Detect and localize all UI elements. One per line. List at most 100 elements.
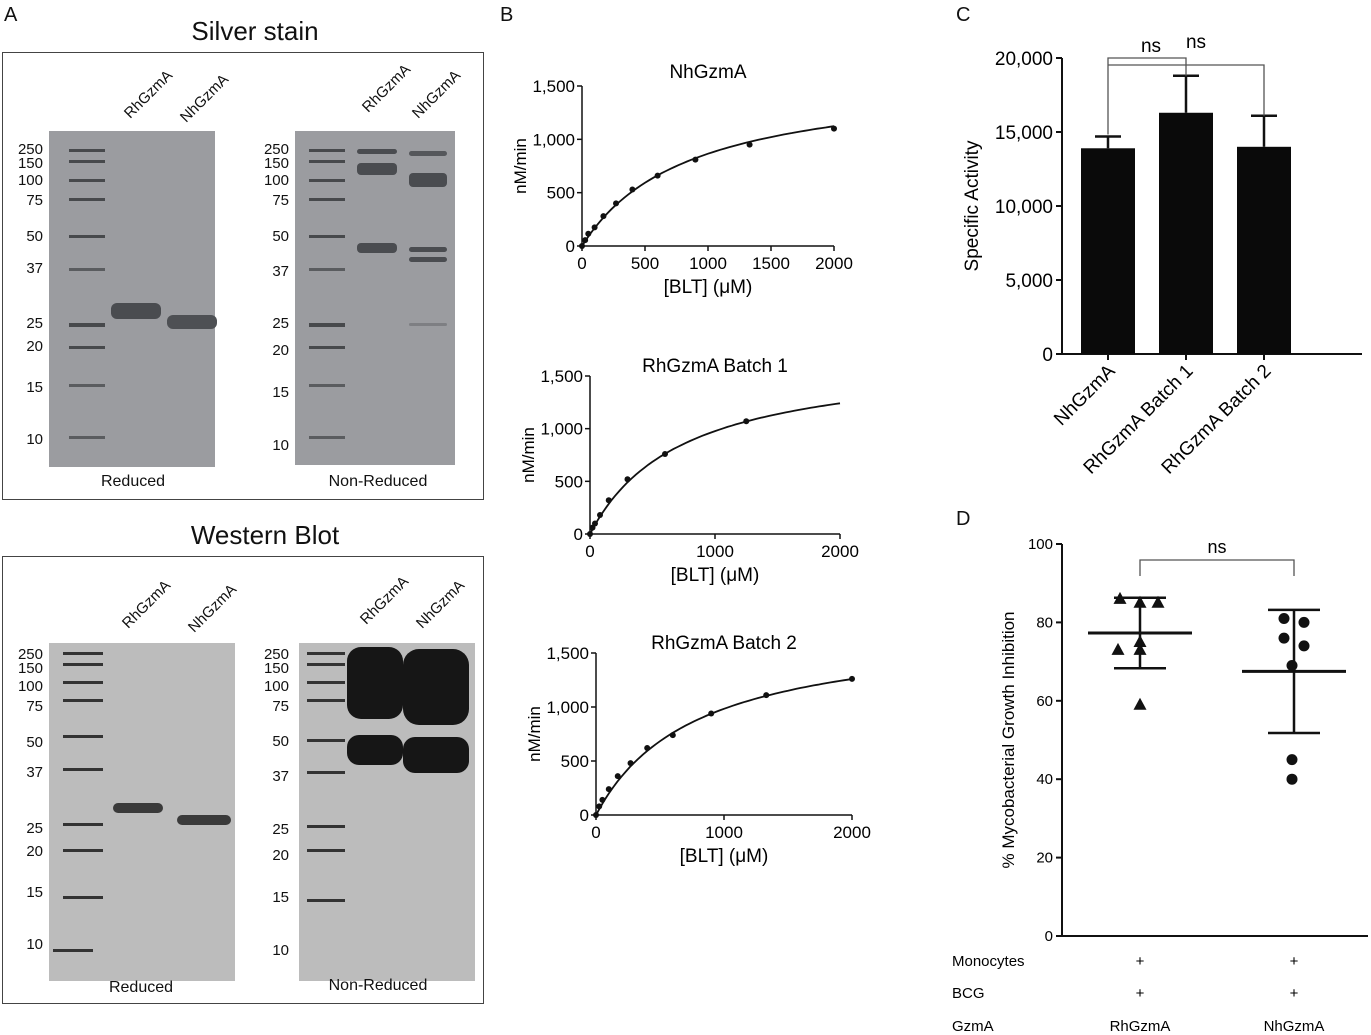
mw-label: 37 (26, 764, 43, 781)
mw-label: 25 (26, 315, 43, 332)
data-point (763, 692, 770, 699)
western-reduced-blot (49, 643, 235, 981)
x-tick-label: 0 (591, 823, 600, 842)
data-point (849, 675, 855, 682)
row-value: + (1290, 985, 1299, 1002)
x-axis-label: [BLT] (μM) (671, 565, 760, 586)
x-tick-label: 2000 (815, 254, 853, 273)
data-point (1286, 754, 1298, 766)
mw-label: 100 (17, 678, 43, 695)
data-point (597, 512, 603, 519)
y-axis-label: nM/min (511, 138, 530, 194)
mw-label: 75 (272, 698, 289, 715)
bar (1237, 146, 1291, 354)
x-tick-label: 1500 (752, 254, 790, 273)
fit-curve (581, 125, 835, 247)
data-point (592, 520, 598, 527)
silver-stain-box: 250 150 100 75 50 37 25 20 15 10 250 150… (2, 52, 484, 500)
mw-label: 100 (263, 678, 289, 695)
y-axis-label: % Mycobacterial Growth Inhibition (999, 611, 1018, 868)
lane-label-nhgzma: NhGzmA (408, 66, 465, 122)
data-point (692, 156, 699, 163)
y-tick-label: 500 (555, 472, 583, 491)
y-tick-label: 500 (561, 752, 589, 771)
mw-label: 100 (263, 172, 289, 189)
y-tick-label: 0 (1045, 928, 1053, 945)
mw-label: 10 (272, 942, 289, 959)
data-point (614, 773, 621, 780)
y-tick-label: 0 (574, 525, 583, 544)
row-value: + (1290, 953, 1299, 970)
mw-label: 150 (263, 660, 289, 677)
mw-label: 37 (26, 260, 43, 277)
kinetics-chart-nhgzma: NhGzmA 0 500 1,000 1,500 0 500 1000 1500 2000 [BLT… (511, 62, 853, 298)
data-point (743, 418, 750, 425)
mw-label: 25 (26, 820, 43, 837)
data-point (605, 786, 612, 793)
lane-label-rhgzma: RhGzmA (118, 576, 175, 632)
data-point (596, 803, 603, 810)
sig-bracket (1108, 64, 1265, 116)
data-point (669, 732, 676, 739)
chart-title: NhGzmA (669, 62, 746, 83)
y-tick-label: 100 (1028, 536, 1053, 553)
y-tick-label: 1,500 (532, 77, 575, 96)
data-point (587, 531, 593, 537)
sig-label: ns (1207, 537, 1226, 557)
mw-label: 100 (17, 172, 43, 189)
lane-label-rhgzma: RhGzmA (356, 572, 413, 628)
mw-label: 250 (17, 646, 43, 663)
mw-label: 25 (272, 821, 289, 838)
mw-label: 10 (26, 431, 43, 448)
y-tick-label: 500 (547, 184, 575, 203)
nonreduced-label: Non-Reduced (328, 473, 428, 490)
data-point (644, 745, 651, 752)
reduced-label: Reduced (100, 473, 166, 490)
kinetics-chart-rhgzma-batch1: RhGzmA Batch 1 0 500 1,000 1,500 0 1000 2000 [BL… (519, 356, 859, 586)
y-tick-label: 15,000 (995, 123, 1053, 144)
data-point (746, 141, 753, 148)
mw-label: 75 (26, 192, 43, 209)
growth-inhibition-chart: 0 20 40 60 80 100 % Mycobacterial Growth Inhib… (952, 536, 1368, 1035)
data-point (624, 476, 631, 483)
x-tick-label: 0 (585, 542, 594, 561)
lane-label-nhgzma: NhGzmA (176, 70, 233, 126)
bar (1081, 148, 1135, 354)
data-point (708, 710, 715, 717)
y-tick-label: 1,500 (540, 367, 583, 386)
silver-reduced-gel (49, 131, 217, 467)
mw-label: 50 (26, 734, 43, 751)
data-point (654, 172, 661, 179)
mw-label: 50 (26, 228, 43, 245)
mw-label: 150 (263, 155, 289, 172)
panel-letter-c: C (956, 4, 971, 26)
panel-letter-a: A (4, 4, 18, 26)
panel-letter-b: B (500, 4, 514, 26)
lane-label-rhgzma: RhGzmA (120, 66, 177, 122)
lane-label-nhgzma: NhGzmA (412, 576, 469, 632)
data-point (600, 213, 607, 220)
mw-label: 37 (272, 263, 289, 280)
row-label: Monocytes (952, 953, 1025, 970)
western-blot-title: Western Blot (190, 520, 340, 550)
data-point (579, 243, 585, 249)
sig-label: ns (1186, 32, 1206, 53)
lane-label-rhgzma: RhGzmA (358, 60, 415, 116)
data-point (605, 497, 612, 504)
x-axis-label: [BLT] (μM) (680, 846, 769, 867)
data-point (582, 237, 589, 244)
data-point (1278, 612, 1290, 624)
y-tick-label: 1,000 (532, 130, 575, 149)
western-blot-box: 250 150 100 75 50 37 25 20 15 10 250 150… (2, 556, 484, 1004)
x-tick-label: 1000 (689, 254, 727, 273)
x-tick-label: 2000 (821, 542, 859, 561)
row-value: + (1136, 953, 1145, 970)
data-point (1286, 660, 1298, 672)
y-tick-label: 40 (1036, 771, 1053, 788)
y-tick-label: 1,000 (540, 420, 583, 439)
row-value: RhGzmA (1110, 1018, 1171, 1035)
y-tick-label: 80 (1036, 614, 1053, 631)
x-tick-label: 1000 (705, 823, 743, 842)
mw-label: 250 (263, 646, 289, 663)
bar (1159, 112, 1213, 354)
